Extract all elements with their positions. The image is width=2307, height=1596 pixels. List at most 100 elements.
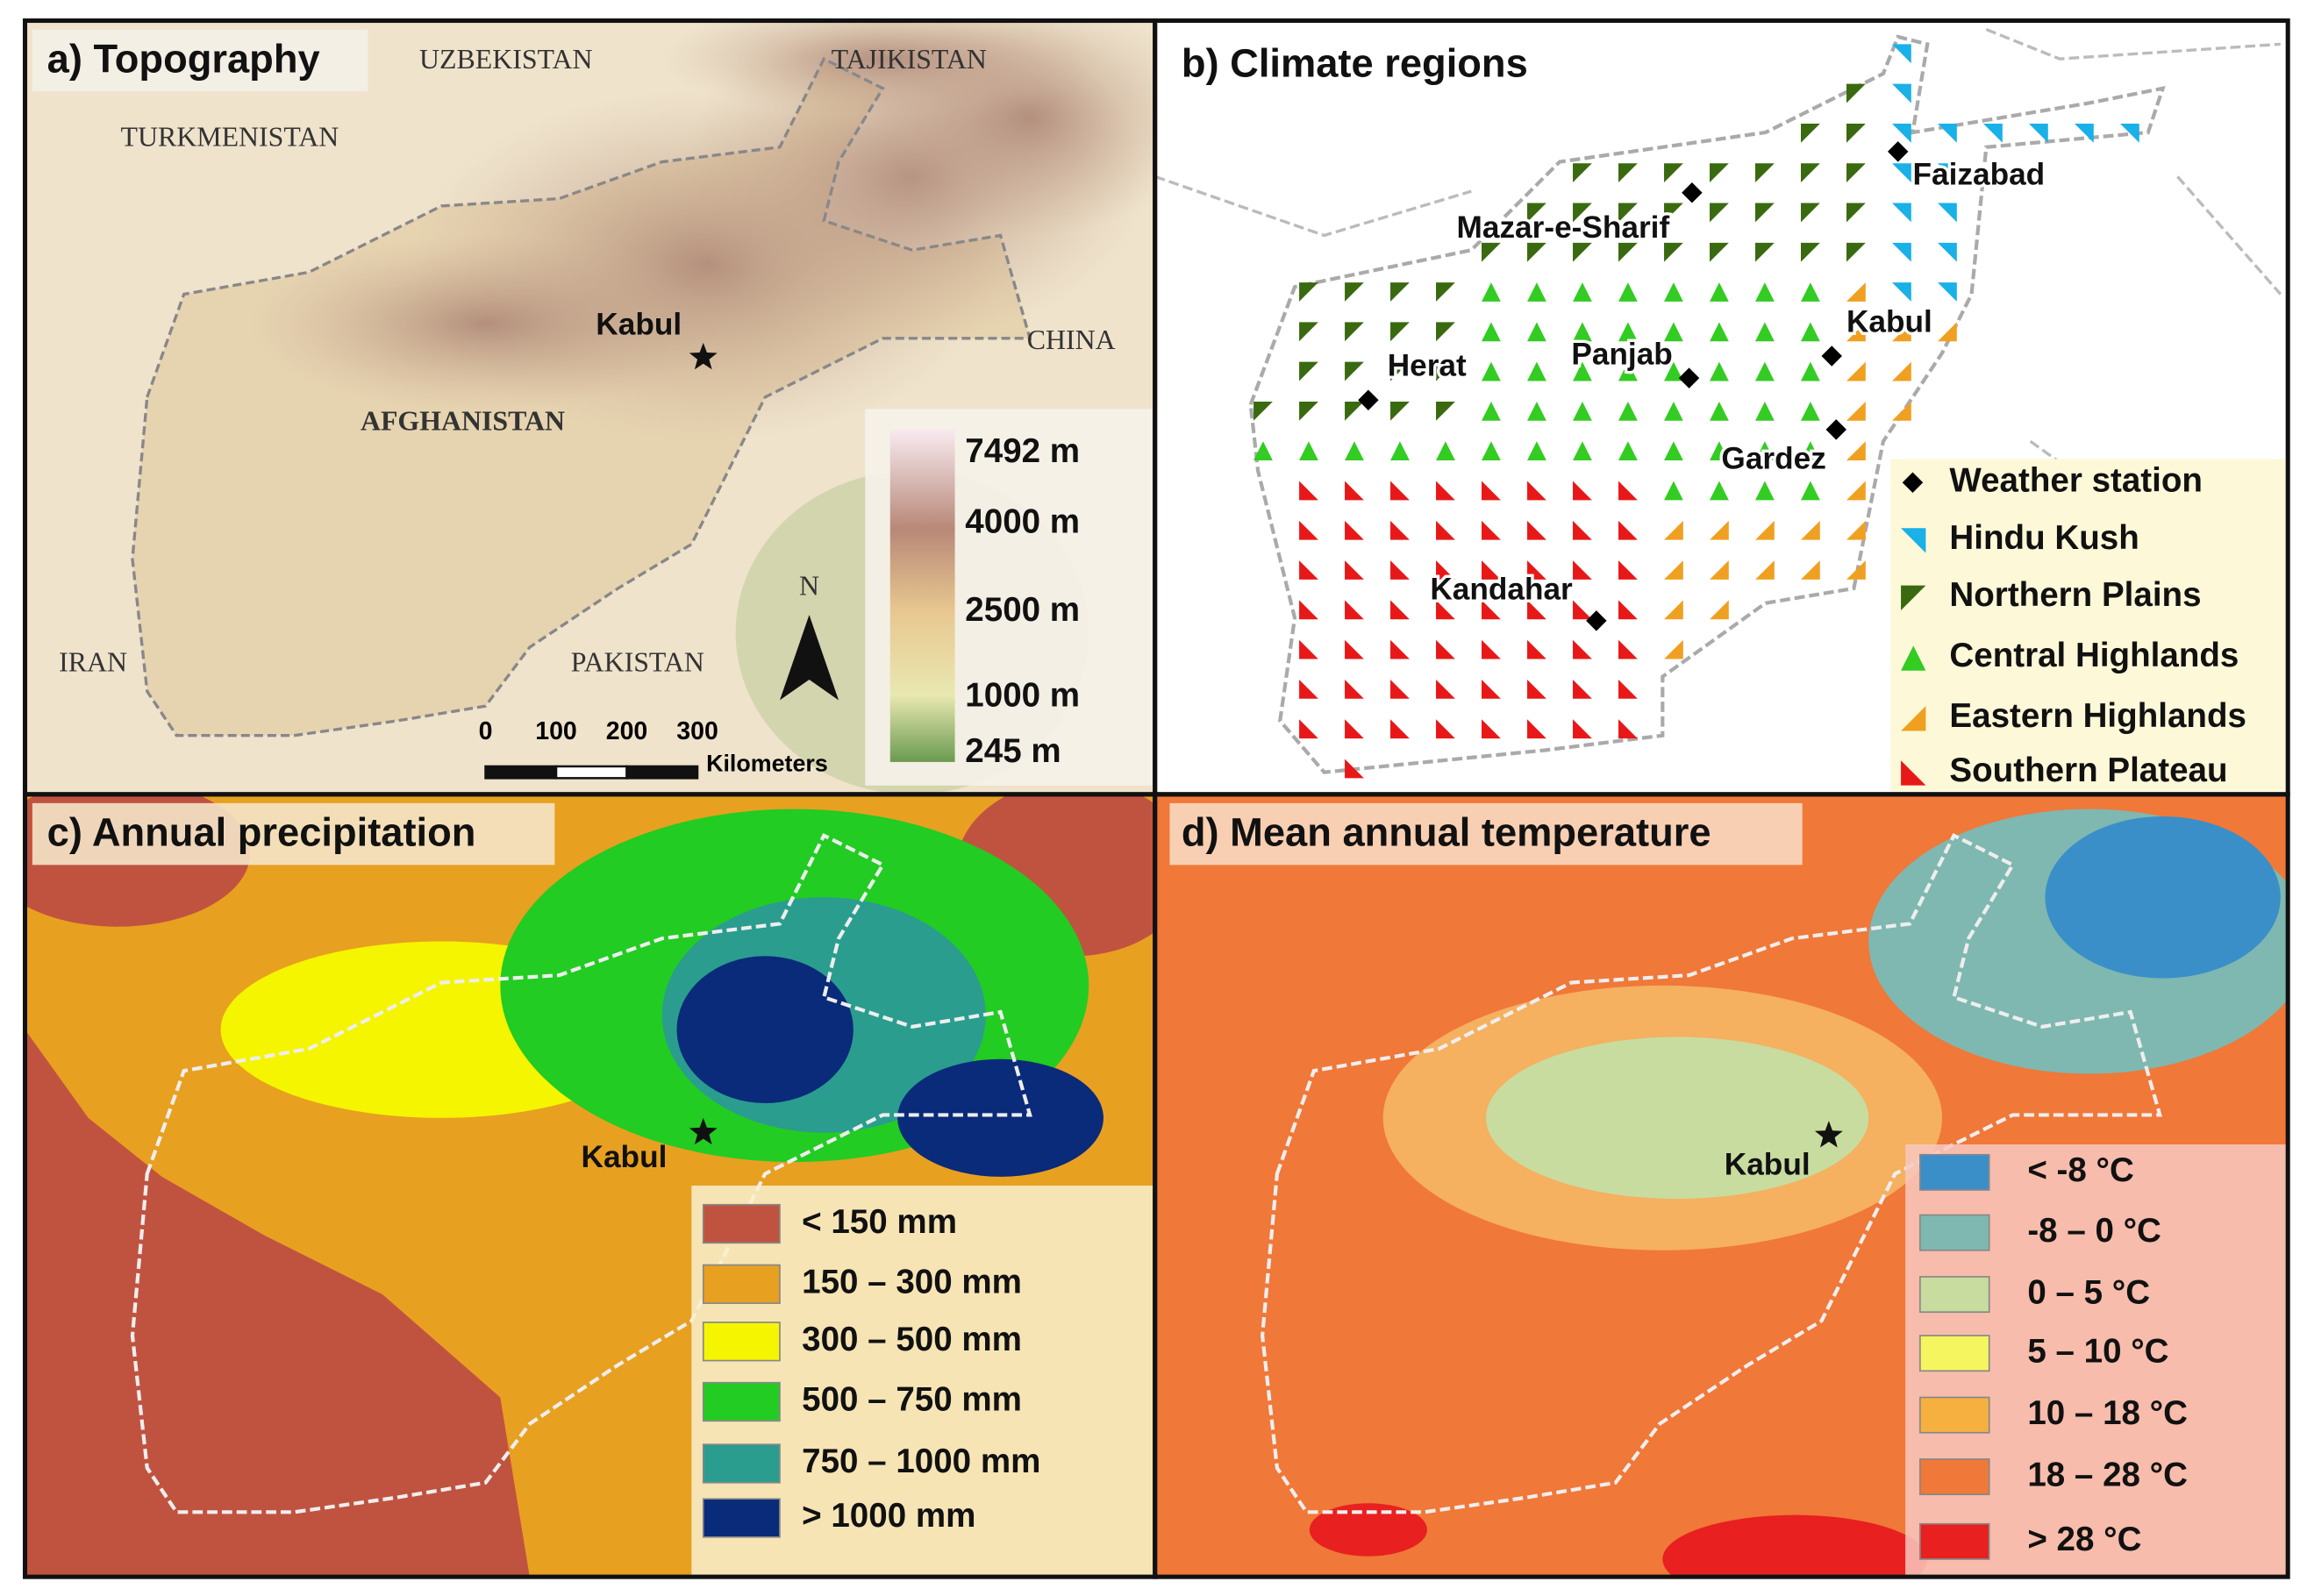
region-marker	[1299, 441, 1318, 461]
legend-label: 18 – 28 °C	[2027, 1456, 2188, 1493]
region-marker	[1755, 203, 1775, 223]
station-label: Herat	[1388, 349, 1467, 383]
legend-label: 4000 m	[965, 502, 1080, 540]
region-marker	[1345, 401, 1364, 421]
station-marker	[1586, 610, 1607, 631]
region-marker	[1527, 639, 1546, 659]
map-label: CHINA	[1027, 324, 1116, 355]
region-marker	[1573, 520, 1592, 540]
neighbour-border	[2176, 175, 2282, 296]
region-marker	[1390, 441, 1410, 461]
region-marker	[1710, 203, 1729, 223]
region-marker	[1573, 679, 1592, 699]
map-label: TURKMENISTAN	[121, 122, 339, 153]
legend-label: Southern Plateau	[1949, 752, 2227, 789]
legend-label: 750 – 1000 mm	[802, 1443, 1040, 1480]
region-marker	[1664, 163, 1683, 183]
region-marker	[1345, 481, 1364, 501]
region-marker	[1710, 282, 1729, 302]
scale-segment	[625, 765, 699, 780]
region-marker	[1618, 600, 1638, 620]
region-marker	[1573, 401, 1592, 421]
region-marker	[1618, 163, 1638, 183]
region-marker	[1710, 520, 1729, 540]
legend-swatch	[1919, 1522, 1990, 1560]
region-marker	[1482, 401, 1501, 421]
neighbour-border	[1985, 28, 2281, 61]
region-marker	[1345, 322, 1364, 342]
region-marker	[1618, 719, 1638, 739]
legend-label: < -8 °C	[2027, 1151, 2134, 1189]
station-marker	[1825, 419, 1847, 440]
scale-tick: 0	[479, 717, 493, 745]
panel-frame	[1153, 792, 2290, 1579]
region-marker	[1482, 679, 1501, 699]
station-label: Gardez	[1721, 441, 1825, 475]
region-marker	[1618, 481, 1638, 501]
legend-label: 2500 m	[965, 591, 1080, 629]
region-marker	[1253, 401, 1273, 421]
region-marker	[1618, 203, 1638, 223]
legend-label: Weather station	[1949, 461, 2203, 499]
elevation-ramp	[889, 429, 955, 762]
region-marker	[1573, 639, 1592, 659]
title-box	[32, 802, 555, 866]
region-marker	[1801, 322, 1820, 342]
legend-swatch	[1919, 1396, 1990, 1434]
title-box	[32, 29, 368, 92]
region-marker	[1482, 600, 1501, 620]
region-marker	[1755, 242, 1775, 262]
region-marker	[1618, 639, 1638, 659]
region-marker	[1664, 401, 1683, 421]
region-marker	[1527, 679, 1546, 699]
region-marker	[1527, 401, 1546, 421]
capital-star	[689, 342, 718, 370]
region-marker	[1618, 679, 1638, 699]
station-marker	[1678, 367, 1700, 388]
region-marker	[1664, 600, 1683, 620]
region-marker	[1801, 282, 1820, 302]
region-marker	[1710, 322, 1729, 342]
region-marker	[1345, 520, 1364, 540]
region-marker	[1755, 163, 1775, 183]
legend-label: Central Highlands	[1949, 637, 2239, 674]
hot-zone	[1662, 1514, 1928, 1578]
region-marker	[1801, 163, 1820, 183]
legend-label: -8 – 0 °C	[2027, 1212, 2161, 1250]
region-marker	[1390, 401, 1410, 421]
panel-title: d) Mean annual temperature	[1182, 810, 1711, 855]
region-marker	[1390, 679, 1410, 699]
region-marker	[1345, 679, 1364, 699]
neighbour-border	[1154, 175, 1472, 238]
region-marker	[1573, 481, 1592, 501]
cold-zone	[2045, 816, 2281, 979]
region-marker	[1618, 441, 1638, 461]
mountain-shading	[661, 20, 1104, 118]
panel-climate: Faizabad Mazar-e-Sharif Herat Panjab Kabul Ga…	[1154, 20, 2289, 794]
legend-swatch	[702, 1443, 781, 1484]
region-marker	[1664, 441, 1683, 461]
region-marker	[1937, 163, 1957, 183]
region-marker	[1755, 282, 1775, 302]
region-marker	[1846, 83, 1866, 103]
legend-label: 245 m	[965, 732, 1061, 770]
legend-swatch	[702, 1498, 781, 1538]
legend-swatch	[702, 1203, 781, 1244]
panel-title: b) Climate regions	[1182, 41, 1528, 86]
wet-zone	[676, 956, 854, 1104]
region-marker	[1801, 361, 1820, 381]
station-marker	[1821, 346, 1842, 367]
border	[1261, 832, 2163, 1514]
legend-symbol	[1902, 472, 1924, 493]
station-label: Faizabad	[1912, 158, 2045, 192]
region-marker	[1527, 322, 1546, 342]
region-marker	[1482, 520, 1501, 540]
region-marker	[1390, 322, 1410, 342]
region-marker	[1345, 600, 1364, 620]
map-label: IRAN	[59, 647, 127, 678]
border	[131, 56, 1032, 737]
station-marker	[1358, 389, 1379, 411]
region-marker	[1755, 441, 1775, 461]
region-marker	[1527, 481, 1546, 501]
capital-star	[1814, 1121, 1843, 1148]
